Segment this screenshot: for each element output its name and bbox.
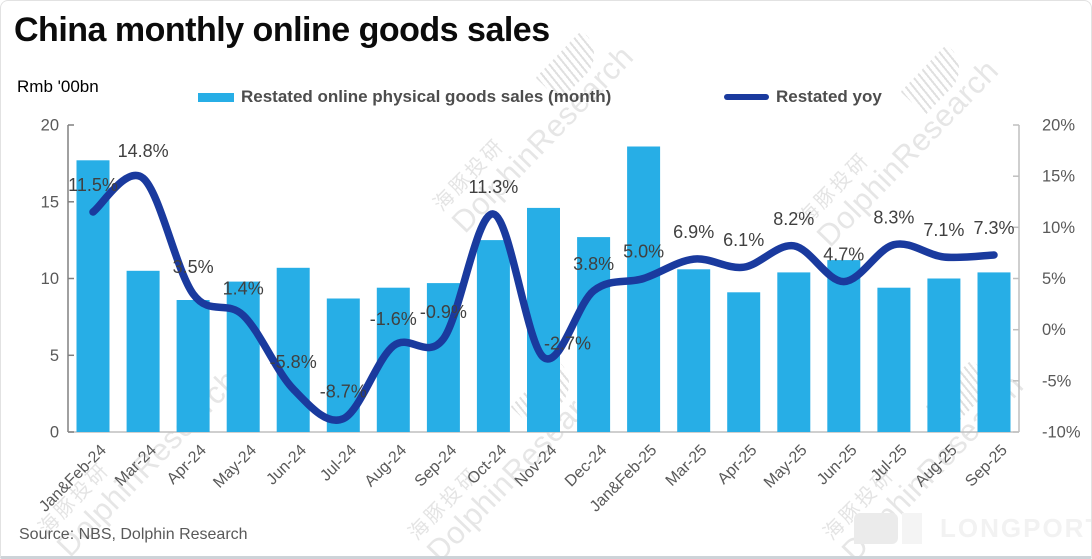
bar-Oct-24 bbox=[476, 240, 510, 432]
bar-Apr-25 bbox=[727, 292, 761, 432]
left-axis-tick-label: 15 bbox=[41, 193, 59, 211]
x-axis-label-Jun-24: Jun-24 bbox=[263, 442, 310, 489]
right-axis-tick-label: 15% bbox=[1042, 168, 1075, 186]
bar-May-24 bbox=[226, 281, 260, 432]
bar-Jul-25 bbox=[877, 287, 911, 432]
legend-item-line: Restated yoy bbox=[724, 87, 882, 107]
longport-wordmark: LONGPORT bbox=[940, 513, 1092, 543]
left-axis-tick-label: 10 bbox=[41, 270, 59, 288]
left-axis-units-label: Rmb '00bn bbox=[17, 77, 99, 96]
yoy-label-Jun-24: -5.8% bbox=[270, 352, 317, 372]
right-axis-tick-label: 20% bbox=[1042, 117, 1075, 135]
left-axis-tick-label: 5 bbox=[50, 347, 59, 365]
left-axis-tick-label: 0 bbox=[50, 424, 59, 442]
bar-Apr-24 bbox=[176, 300, 210, 432]
bar-Dec-24 bbox=[577, 237, 611, 432]
yoy-label-Jun-25: 4.7% bbox=[823, 245, 864, 265]
x-axis-label-Jan&Feb-24: Jan&Feb-24 bbox=[36, 442, 110, 516]
bar-Jun-24 bbox=[276, 267, 310, 432]
x-axis-label-Nov-24: Nov-24 bbox=[512, 442, 561, 491]
right-axis-tick-label: -5% bbox=[1042, 372, 1072, 390]
x-axis-label-Aug-25: Aug-25 bbox=[912, 442, 961, 491]
yoy-label-Mar-25: 6.9% bbox=[673, 222, 714, 242]
source-note: Source: NBS, Dolphin Research bbox=[19, 526, 248, 543]
bar-Aug-25 bbox=[927, 278, 961, 432]
x-axis-label-Sep-24: Sep-24 bbox=[412, 442, 461, 491]
x-axis-label-Mar-24: Mar-24 bbox=[112, 442, 160, 490]
x-axis-label-Apr-25: Apr-25 bbox=[715, 442, 761, 488]
x-axis-label-Jun-25: Jun-25 bbox=[814, 442, 861, 489]
yoy-line bbox=[89, 171, 998, 424]
legend-bar-label: Restated online physical goods sales (mo… bbox=[241, 87, 612, 106]
chart-title: China monthly online goods sales bbox=[14, 11, 550, 49]
yoy-label-Dec-24: 3.8% bbox=[573, 254, 614, 274]
x-axis-label-Aug-24: Aug-24 bbox=[362, 442, 411, 491]
x-axis-label-Oct-24: Oct-24 bbox=[464, 442, 510, 488]
right-axis-tick-label: 5% bbox=[1042, 270, 1066, 288]
x-axis-label-Mar-25: Mar-25 bbox=[663, 442, 711, 490]
legend-line-swatch-icon bbox=[724, 94, 769, 100]
x-axis-label-Dec-24: Dec-24 bbox=[562, 442, 611, 491]
yoy-label-Apr-24: 3.5% bbox=[173, 257, 214, 277]
left-axis-tick-label: 20 bbox=[41, 117, 59, 135]
yoy-label-Aug-24: -1.6% bbox=[370, 309, 417, 329]
yoy-label-Jul-24: -8.7% bbox=[320, 382, 367, 402]
bar-Jun-25 bbox=[827, 260, 861, 432]
yoy-label-Sep-24: -0.9% bbox=[420, 302, 467, 322]
bar-Mar-24 bbox=[126, 270, 160, 432]
bar-Jan&Feb-25 bbox=[627, 146, 661, 432]
bar-May-25 bbox=[777, 272, 811, 432]
yoy-label-Jan&Feb-24: 11.5% bbox=[68, 175, 118, 195]
x-axis-label-Sep-25: Sep-25 bbox=[962, 442, 1011, 491]
yoy-label-Nov-24: -2.7% bbox=[544, 333, 591, 353]
x-axis-label-Jul-24: Jul-24 bbox=[317, 442, 360, 485]
legend-bar-swatch-icon bbox=[198, 92, 234, 102]
yoy-label-Jul-25: 8.3% bbox=[873, 208, 914, 228]
x-axis-label-May-24: May-24 bbox=[210, 442, 260, 492]
yoy-label-Aug-25: 7.1% bbox=[923, 220, 964, 240]
right-axis-tick-label: -10% bbox=[1042, 424, 1081, 442]
bar-Mar-25 bbox=[677, 269, 711, 432]
right-axis-tick-label: 10% bbox=[1042, 219, 1075, 237]
yoy-label-Mar-24: 14.8% bbox=[118, 141, 169, 161]
legend-line-label: Restated yoy bbox=[776, 87, 882, 106]
yoy-label-Sep-25: 7.3% bbox=[973, 218, 1014, 238]
longport-square-icon bbox=[902, 513, 922, 544]
yoy-label-Apr-25: 6.1% bbox=[723, 230, 764, 250]
longport-logo: LONGPORT bbox=[854, 513, 1092, 544]
yoy-label-Oct-24: 11.3% bbox=[469, 177, 519, 197]
bar-Sep-25 bbox=[977, 272, 1011, 432]
yoy-label-Jan&Feb-25: 5.0% bbox=[623, 242, 664, 262]
bar-Nov-24 bbox=[527, 207, 560, 432]
x-axis-label-Jul-25: Jul-25 bbox=[868, 442, 911, 485]
x-axis-label-Apr-24: Apr-24 bbox=[164, 442, 210, 488]
legend-item-bars: Restated online physical goods sales (mo… bbox=[198, 87, 611, 107]
yoy-label-May-25: 8.2% bbox=[773, 209, 814, 229]
right-axis-tick-label: 0% bbox=[1042, 321, 1066, 339]
x-axis-label-May-25: May-25 bbox=[761, 442, 811, 492]
longport-bubble-icon bbox=[854, 513, 898, 544]
yoy-label-May-24: 1.4% bbox=[223, 278, 264, 298]
